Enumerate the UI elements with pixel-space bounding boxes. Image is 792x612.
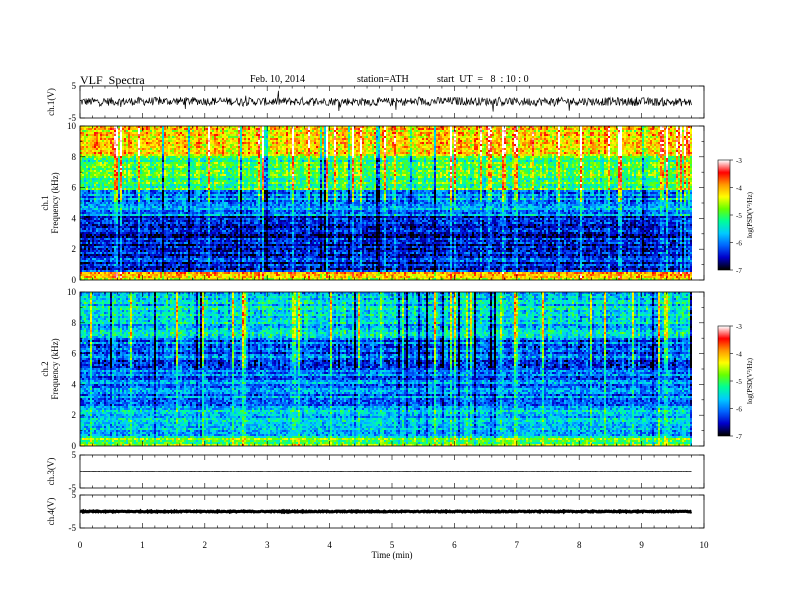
x-tick-label: 9 (639, 540, 644, 550)
colorbar-tick-label: -4 (736, 351, 742, 359)
ch2-spectrogram-ytick-label: 6 (72, 349, 77, 359)
x-tick-label: 6 (452, 540, 457, 550)
ch1-colorbar (718, 160, 730, 270)
colorbar-tick-label: -5 (736, 378, 742, 386)
ch1-spectrogram-ylabel: Frequency (kHz) (50, 172, 60, 233)
ch1-waveform-trace (79, 90, 692, 112)
ch3-waveform-ytick-label: -5 (69, 483, 77, 493)
ch1-waveform-ylabel: ch.1(V) (46, 88, 56, 116)
ch4-waveform-trace (79, 508, 693, 515)
colorbar-tick-label: -7 (736, 267, 742, 275)
ch2-spectrogram-ytick-label: 8 (72, 318, 77, 328)
start-time-label: start UT = 8 : 10 : 0 (437, 74, 529, 85)
ch1-waveform-ytick-label: -5 (69, 113, 77, 123)
colorbar-tick-label: -4 (736, 185, 742, 193)
x-tick-label: 4 (327, 540, 332, 550)
x-tick-label: 5 (390, 540, 395, 550)
x-tick-label: 3 (265, 540, 270, 550)
ch1-spectrogram-ytick-label: 4 (72, 213, 77, 223)
ch1-spectrogram-ytick-label: 8 (72, 152, 77, 162)
ch2-spectrogram-heatmap (80, 292, 692, 446)
ch4-waveform-ytick-label: -5 (69, 523, 77, 533)
colorbar-tick-label: -5 (736, 212, 742, 220)
x-tick-label: 7 (515, 540, 520, 550)
colorbar-tick-label: -6 (736, 240, 742, 248)
chart-title: VLF Spectra (80, 73, 145, 87)
x-tick-label: 8 (577, 540, 582, 550)
ch2-spectrogram-ylabel: Frequency (kHz) (50, 338, 60, 399)
ch2-spectrogram-ytick-label: 0 (72, 441, 77, 451)
x-tick-label: 10 (700, 540, 710, 550)
ch1-spectrogram-ylabel: ch.1 (40, 195, 50, 210)
ch1-spectrogram-frame (79, 125, 705, 281)
ch3-waveform-ylabel: ch.3(V) (46, 458, 56, 486)
ch2-spectrogram-ylabel: ch.2 (40, 361, 50, 376)
ch1-spectrogram-colorbar-frame (717, 159, 731, 271)
station-label: station=ATH (357, 74, 409, 85)
ch1-spectrogram-heatmap (80, 126, 692, 280)
ch2-spectrogram-colorbar-frame (717, 325, 731, 437)
ch2-spectrogram-frame (79, 291, 705, 447)
ch3-waveform-ytick-label: 5 (72, 450, 77, 460)
ch4-waveform-ylabel: ch.4(V) (46, 498, 56, 526)
colorbar-label: log(PSD(V²/Hz) (746, 357, 754, 404)
x-tick-label: 2 (203, 540, 208, 550)
colorbar-tick-label: -3 (736, 157, 742, 165)
ch2-colorbar (718, 326, 730, 436)
ch2-spectrogram-ytick-label: 4 (72, 379, 77, 389)
x-tick-label: 1 (140, 540, 145, 550)
ch4-waveform-ytick-label: 5 (72, 490, 77, 500)
ch1-spectrogram-ytick-label: 0 (72, 275, 77, 285)
date-label: Feb. 10, 2014 (250, 74, 305, 85)
x-tick-label: 0 (78, 540, 83, 550)
x-axis-label: Time (min) (372, 550, 413, 560)
colorbar-tick-label: -6 (736, 406, 742, 414)
ch1-spectrogram-ytick-label: 10 (67, 121, 77, 131)
colorbar-tick-label: -3 (736, 323, 742, 331)
ch2-spectrogram-ytick-label: 10 (67, 287, 77, 297)
ch1-spectrogram-ytick-label: 2 (72, 244, 77, 254)
colorbar-label: log(PSD(V²/Hz) (746, 191, 754, 238)
colorbar-tick-label: -7 (736, 433, 742, 441)
ch1-waveform-ytick-label: 5 (72, 81, 77, 91)
ch2-spectrogram-ytick-label: 2 (72, 410, 77, 420)
ch1-spectrogram-ytick-label: 6 (72, 183, 77, 193)
